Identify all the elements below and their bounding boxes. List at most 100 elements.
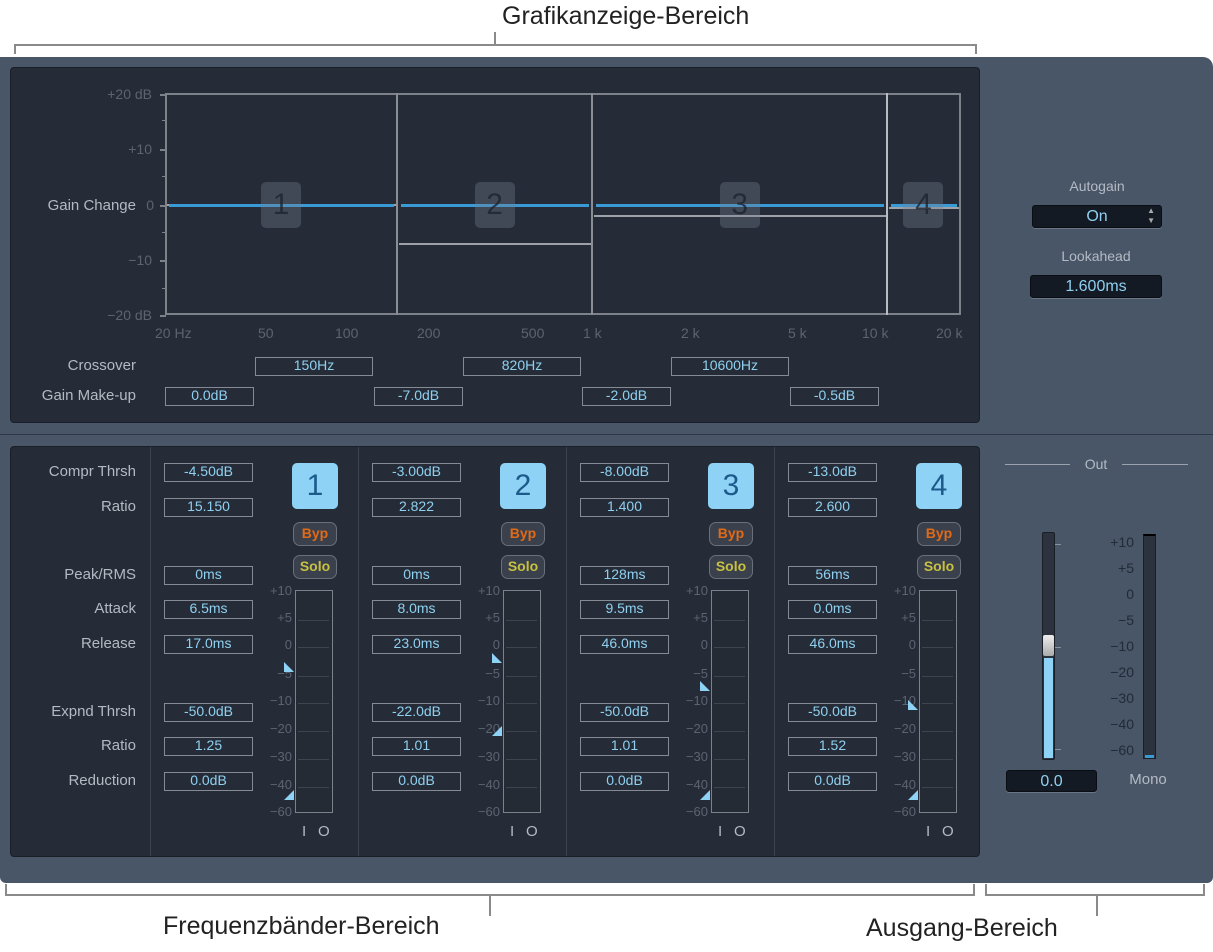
meter-output-label: O — [318, 823, 330, 840]
band-3-ratio-field[interactable]: 1.400 — [580, 498, 669, 517]
band-2-graph-badge[interactable]: 2 — [474, 182, 515, 228]
band-4-exp-ratio-field[interactable]: 1.52 — [788, 737, 877, 756]
gain-makeup-2-field[interactable]: -7.0dB — [374, 387, 463, 406]
bracket-bands — [5, 884, 975, 896]
band-2-release-field[interactable]: 23.0ms — [372, 635, 461, 654]
gain-change-line — [596, 203, 884, 207]
gain-makeup-line[interactable] — [594, 215, 886, 218]
meter-gridline — [298, 731, 329, 732]
band-2-exp-ratio-field[interactable]: 1.01 — [372, 737, 461, 756]
band-separator — [358, 447, 359, 856]
band-4-release-field[interactable]: 46.0ms — [788, 635, 877, 654]
band-2-solo-button[interactable]: Solo — [501, 555, 545, 579]
output-scale-label: −60 — [1110, 742, 1134, 758]
band-4-reduction-field[interactable]: 0.0dB — [788, 772, 877, 791]
band-2-select-button[interactable]: 2 — [500, 463, 546, 509]
band-3-compr-thrsh-field[interactable]: -8.00dB — [580, 463, 669, 482]
band-3-graph-badge[interactable]: 3 — [719, 182, 760, 228]
gain-makeup-1-field[interactable]: 0.0dB — [165, 387, 254, 406]
meter-gridline — [922, 759, 953, 760]
meter-scale-label: +5 — [693, 610, 708, 625]
gain-makeup-4-field[interactable]: -0.5dB — [790, 387, 879, 406]
output-scale-label: 0 — [1126, 586, 1134, 602]
meter-gridline — [506, 759, 537, 760]
gain-makeup-3-field[interactable]: -2.0dB — [582, 387, 671, 406]
crossover-2-field[interactable]: 820Hz — [463, 357, 581, 376]
band-1-release-field[interactable]: 17.0ms — [164, 635, 253, 654]
band-4-compr-thrsh-field[interactable]: -13.0dB — [788, 463, 877, 482]
band-2-compr-thrsh-field[interactable]: -3.00dB — [372, 463, 461, 482]
bracket-tick — [1096, 896, 1098, 916]
fader-knob[interactable] — [1043, 635, 1054, 656]
band-1-expander-threshold-marker[interactable] — [284, 789, 294, 800]
x-tick-label: 20 Hz — [155, 325, 192, 341]
band-4-attack-field[interactable]: 0.0ms — [788, 600, 877, 619]
output-level-meter — [1143, 534, 1156, 759]
y-tick — [160, 260, 166, 262]
band-1-solo-button[interactable]: Solo — [293, 555, 337, 579]
band-1-attack-field[interactable]: 6.5ms — [164, 600, 253, 619]
gain-makeup-line[interactable] — [888, 206, 959, 209]
band-1-bypass-button[interactable]: Byp — [293, 522, 337, 546]
band-2-bypass-button[interactable]: Byp — [501, 522, 545, 546]
band-3-release-field[interactable]: 46.0ms — [580, 635, 669, 654]
band-1-select-button[interactable]: 1 — [292, 463, 338, 509]
y-axis-label: Gain Change — [47, 197, 136, 214]
crossover-line[interactable] — [591, 93, 594, 315]
band-3-solo-button[interactable]: Solo — [709, 555, 753, 579]
band-3-bypass-button[interactable]: Byp — [709, 522, 753, 546]
band-1-compr-thrsh-field[interactable]: -4.50dB — [164, 463, 253, 482]
output-scale-label: −20 — [1110, 664, 1134, 680]
reduction-label: Reduction — [68, 772, 136, 789]
band-1-graph-badge[interactable]: 1 — [260, 182, 301, 228]
output-value-field[interactable]: 0.0 — [1006, 770, 1097, 792]
lookahead-field[interactable]: 1.600ms — [1030, 275, 1162, 298]
band-3-exp-ratio-field[interactable]: 1.01 — [580, 737, 669, 756]
band-3-compressor-threshold-marker[interactable] — [700, 681, 710, 692]
crossover-line[interactable] — [885, 93, 888, 315]
band-4-solo-button[interactable]: Solo — [917, 555, 961, 579]
band-4-select-button[interactable]: 4 — [916, 463, 962, 509]
autogain-dropdown[interactable]: On ▲ ▼ — [1032, 205, 1162, 228]
band-1-peak-rms-field[interactable]: 0ms — [164, 566, 253, 585]
band-2-compressor-threshold-marker[interactable] — [492, 653, 502, 664]
band-1-reduction-field[interactable]: 0.0dB — [164, 772, 253, 791]
band-2-ratio-field[interactable]: 2.822 — [372, 498, 461, 517]
band-2-attack-field[interactable]: 8.0ms — [372, 600, 461, 619]
x-tick-label: 200 — [417, 325, 441, 341]
output-scale-label: −40 — [1110, 716, 1134, 732]
crossover-3-field[interactable]: 10600Hz — [671, 357, 789, 376]
output-fader[interactable] — [1042, 532, 1055, 760]
crossover-line[interactable] — [395, 93, 398, 315]
meter-scale-label: 0 — [492, 637, 500, 652]
band-3-select-button[interactable]: 3 — [708, 463, 754, 509]
band-3-peak-rms-field[interactable]: 128ms — [580, 566, 669, 585]
autogain-value: On — [1086, 208, 1108, 225]
band-1-ratio-field[interactable]: 15.150 — [164, 498, 253, 517]
band-2-expnd-thrsh-field[interactable]: -22.0dB — [372, 703, 461, 722]
band-1-expnd-thrsh-field[interactable]: -50.0dB — [164, 703, 253, 722]
band-3-attack-field[interactable]: 9.5ms — [580, 600, 669, 619]
y-tick-label: +20 dB — [107, 86, 152, 102]
band-2-peak-rms-field[interactable]: 0ms — [372, 566, 461, 585]
fader-tick — [1055, 647, 1061, 648]
band-3-expander-threshold-marker[interactable] — [700, 789, 710, 800]
band-4-peak-rms-field[interactable]: 56ms — [788, 566, 877, 585]
band-section — [10, 446, 980, 857]
band-4-expander-threshold-marker[interactable] — [908, 789, 918, 800]
gain-makeup-line[interactable] — [398, 242, 592, 245]
band-2-expander-threshold-marker[interactable] — [492, 725, 502, 736]
band-4-ratio-field[interactable]: 2.600 — [788, 498, 877, 517]
band-3-reduction-field[interactable]: 0.0dB — [580, 772, 669, 791]
band-3-expnd-thrsh-field[interactable]: -50.0dB — [580, 703, 669, 722]
band-4-bypass-button[interactable]: Byp — [917, 522, 961, 546]
meter-gridline — [714, 647, 745, 648]
crossover-1-field[interactable]: 150Hz — [255, 357, 373, 376]
band-4-compressor-threshold-marker[interactable] — [908, 700, 918, 711]
band-1-exp-ratio-field[interactable]: 1.25 — [164, 737, 253, 756]
meter-scale-label: +5 — [277, 610, 292, 625]
band-4-expnd-thrsh-field[interactable]: -50.0dB — [788, 703, 877, 722]
band-4-graph-badge[interactable]: 4 — [903, 182, 944, 228]
band-2-reduction-field[interactable]: 0.0dB — [372, 772, 461, 791]
band-1-compressor-threshold-marker[interactable] — [284, 662, 294, 673]
